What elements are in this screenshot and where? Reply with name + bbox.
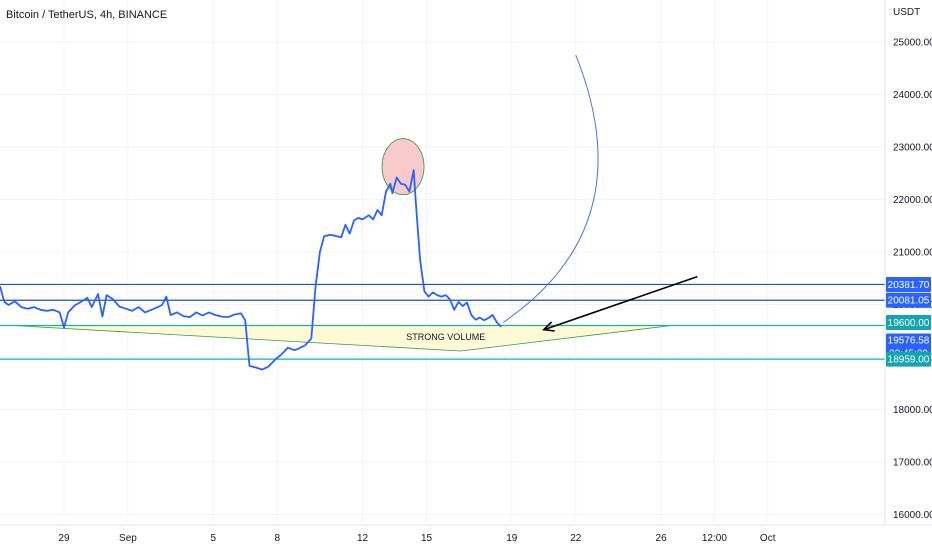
x-tick-label: 29 [58,533,70,544]
x-tick-label: Oct [760,533,776,544]
x-tick-label: 22 [570,533,582,544]
price-badges: 20381.7020081.0519600.0019576.5803:45:29… [886,276,931,367]
price-unit-label: USDT [893,7,920,18]
y-tick-label: 17000.00 [893,458,932,469]
y-tick-label: 24000.00 [893,90,932,101]
price-badge-20081: 20081.05 [888,296,930,307]
y-tick-label: 23000.00 [893,143,932,154]
y-tick-label: 18000.00 [893,405,932,416]
price-badge-20381: 20381.70 [888,280,930,291]
y-tick-label: 22000.00 [893,195,932,206]
chart-grid [0,0,885,525]
strong-volume-zone [12,325,672,352]
x-tick-label: 26 [656,533,668,544]
drawings-front [502,54,698,332]
chart-title: Bitcoin / TetherUS, 4h, BINANCE [6,9,167,21]
y-tick-label: 21000.00 [893,248,932,259]
price-badge-18959-bg [886,351,931,367]
price-badge-19600-bg [886,315,931,330]
strong-volume-label: STRONG VOLUME [406,332,485,342]
y-tick-label: 16000.00 [893,510,932,521]
current-price-badge: 19576.58 [888,336,930,347]
price-badge-20081-bg [886,292,931,308]
x-tick-label: 12:00 [702,533,727,544]
price-badge-20381-bg [886,276,931,292]
time-scale-panel[interactable] [0,525,932,550]
y-tick-label: 25000.00 [893,38,932,49]
x-tick-label: 19 [506,533,518,544]
price-scale-panel[interactable] [885,0,932,550]
drawings-back: STRONG VOLUME [0,138,885,360]
x-tick-label: Sep [119,533,137,544]
pointer-arrow-shaft [543,275,698,331]
projection-arc [502,54,599,323]
x-tick-label: 5 [210,533,216,544]
pointer-arrow-head [542,321,555,332]
series-layer [0,169,502,371]
x-tick-label: 15 [421,533,433,544]
x-tick-label: 12 [357,533,369,544]
x-axis-ticks: 29 Sep 5 8 12 15 19 22 26 12:00 Oct [58,533,775,544]
price-series-line [0,169,502,371]
x-tick-label: 8 [274,533,280,544]
price-badge-18959: 18959.00 [888,355,930,366]
price-badge-19600: 19600.00 [888,318,930,329]
